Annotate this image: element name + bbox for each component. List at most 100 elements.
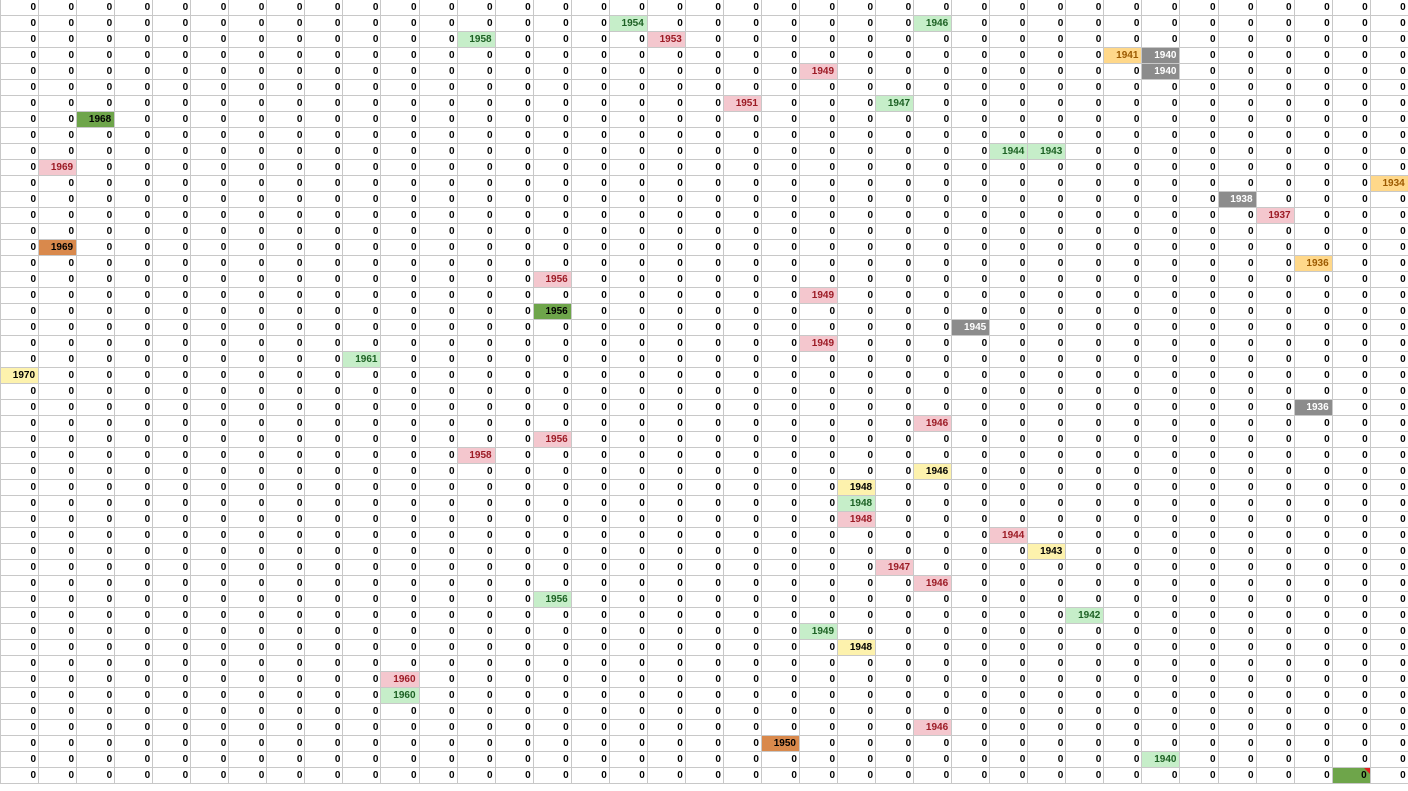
cell[interactable]: 0 xyxy=(342,543,382,560)
cell[interactable]: 0 xyxy=(532,639,572,656)
cell[interactable]: 0 xyxy=(1141,735,1181,752)
cell[interactable]: 0 xyxy=(1065,591,1105,608)
cell[interactable]: 0 xyxy=(989,751,1029,768)
cell[interactable]: 0 xyxy=(951,175,991,192)
cell[interactable]: 0 xyxy=(532,367,572,384)
cell[interactable]: 0 xyxy=(456,415,496,432)
highlighted-cell[interactable]: 1943 xyxy=(1027,543,1067,560)
cell[interactable]: 0 xyxy=(1255,719,1295,736)
cell[interactable]: 0 xyxy=(228,383,268,400)
cell[interactable]: 0 xyxy=(228,655,268,672)
cell[interactable]: 0 xyxy=(114,591,154,608)
cell[interactable]: 0 xyxy=(1293,623,1333,640)
cell[interactable]: 0 xyxy=(1103,239,1143,256)
cell[interactable]: 0 xyxy=(875,735,915,752)
cell[interactable]: 0 xyxy=(76,447,116,464)
cell[interactable]: 0 xyxy=(722,191,762,208)
cell[interactable]: 0 xyxy=(1103,655,1143,672)
cell[interactable]: 0 xyxy=(989,191,1029,208)
cell[interactable]: 0 xyxy=(1369,543,1408,560)
cell[interactable]: 0 xyxy=(1065,335,1105,352)
cell[interactable]: 0 xyxy=(760,687,800,704)
cell[interactable]: 0 xyxy=(1179,495,1219,512)
cell[interactable]: 0 xyxy=(1331,31,1371,48)
cell[interactable]: 0 xyxy=(875,543,915,560)
cell[interactable]: 0 xyxy=(1369,479,1408,496)
cell[interactable]: 0 xyxy=(152,623,192,640)
cell[interactable]: 0 xyxy=(152,655,192,672)
cell[interactable]: 0 xyxy=(1065,191,1105,208)
cell[interactable]: 0 xyxy=(1369,703,1408,720)
cell[interactable]: 0 xyxy=(38,367,78,384)
cell[interactable]: 0 xyxy=(380,527,420,544)
cell[interactable]: 0 xyxy=(646,527,686,544)
cell[interactable]: 0 xyxy=(684,719,724,736)
cell[interactable]: 0 xyxy=(875,47,915,64)
cell[interactable]: 0 xyxy=(570,79,610,96)
cell[interactable]: 0 xyxy=(646,159,686,176)
cell[interactable]: 0 xyxy=(190,511,230,528)
cell[interactable]: 0 xyxy=(1293,559,1333,576)
cell[interactable]: 0 xyxy=(646,703,686,720)
cell[interactable]: 0 xyxy=(722,687,762,704)
cell[interactable]: 0 xyxy=(646,15,686,32)
cell[interactable]: 0 xyxy=(304,95,344,112)
cell[interactable]: 0 xyxy=(837,447,877,464)
cell[interactable]: 0 xyxy=(1027,255,1067,272)
cell[interactable]: 0 xyxy=(0,639,40,656)
cell[interactable]: 0 xyxy=(684,223,724,240)
cell[interactable]: 0 xyxy=(989,431,1029,448)
cell[interactable]: 0 xyxy=(875,655,915,672)
cell[interactable]: 0 xyxy=(0,255,40,272)
cell[interactable]: 0 xyxy=(1331,687,1371,704)
cell[interactable]: 0 xyxy=(684,127,724,144)
cell[interactable]: 0 xyxy=(266,399,306,416)
cell[interactable]: 0 xyxy=(1255,15,1295,32)
cell[interactable]: 0 xyxy=(570,159,610,176)
cell[interactable]: 0 xyxy=(1331,703,1371,720)
cell[interactable]: 0 xyxy=(1141,0,1181,16)
cell[interactable]: 0 xyxy=(0,287,40,304)
cell[interactable]: 0 xyxy=(913,367,953,384)
cell[interactable]: 0 xyxy=(760,623,800,640)
cell[interactable]: 0 xyxy=(418,383,458,400)
cell[interactable]: 0 xyxy=(228,575,268,592)
cell[interactable]: 0 xyxy=(1331,303,1371,320)
cell[interactable]: 0 xyxy=(342,191,382,208)
cell[interactable]: 0 xyxy=(1103,255,1143,272)
cell[interactable]: 0 xyxy=(190,591,230,608)
cell[interactable]: 0 xyxy=(570,255,610,272)
cell[interactable]: 0 xyxy=(228,191,268,208)
cell[interactable]: 0 xyxy=(1065,703,1105,720)
cell[interactable]: 0 xyxy=(114,63,154,80)
highlighted-cell[interactable]: 1961 xyxy=(342,351,382,368)
cell[interactable]: 0 xyxy=(304,719,344,736)
cell[interactable]: 0 xyxy=(1027,447,1067,464)
cell[interactable]: 0 xyxy=(1293,735,1333,752)
cell[interactable]: 0 xyxy=(228,111,268,128)
cell[interactable]: 0 xyxy=(1331,719,1371,736)
cell[interactable]: 0 xyxy=(76,223,116,240)
cell[interactable]: 0 xyxy=(798,95,839,112)
cell[interactable]: 0 xyxy=(798,751,839,768)
cell[interactable]: 0 xyxy=(1103,607,1143,624)
cell[interactable]: 0 xyxy=(1065,79,1105,96)
cell[interactable]: 0 xyxy=(532,159,572,176)
cell[interactable]: 0 xyxy=(0,479,40,496)
cell[interactable]: 0 xyxy=(913,159,953,176)
cell[interactable]: 0 xyxy=(1027,719,1067,736)
cell[interactable]: 0 xyxy=(76,79,116,96)
cell[interactable]: 0 xyxy=(1027,575,1067,592)
cell[interactable]: 0 xyxy=(837,127,877,144)
cell[interactable]: 0 xyxy=(152,175,192,192)
cell[interactable]: 0 xyxy=(418,591,458,608)
cell[interactable]: 0 xyxy=(684,543,724,560)
cell[interactable]: 0 xyxy=(0,223,40,240)
cell[interactable]: 0 xyxy=(1141,143,1181,160)
cell[interactable]: 0 xyxy=(1179,335,1219,352)
cell[interactable]: 0 xyxy=(760,559,800,576)
cell[interactable]: 0 xyxy=(494,495,534,512)
cell[interactable]: 0 xyxy=(913,351,953,368)
cell[interactable]: 0 xyxy=(684,207,724,224)
cell[interactable]: 0 xyxy=(380,383,420,400)
